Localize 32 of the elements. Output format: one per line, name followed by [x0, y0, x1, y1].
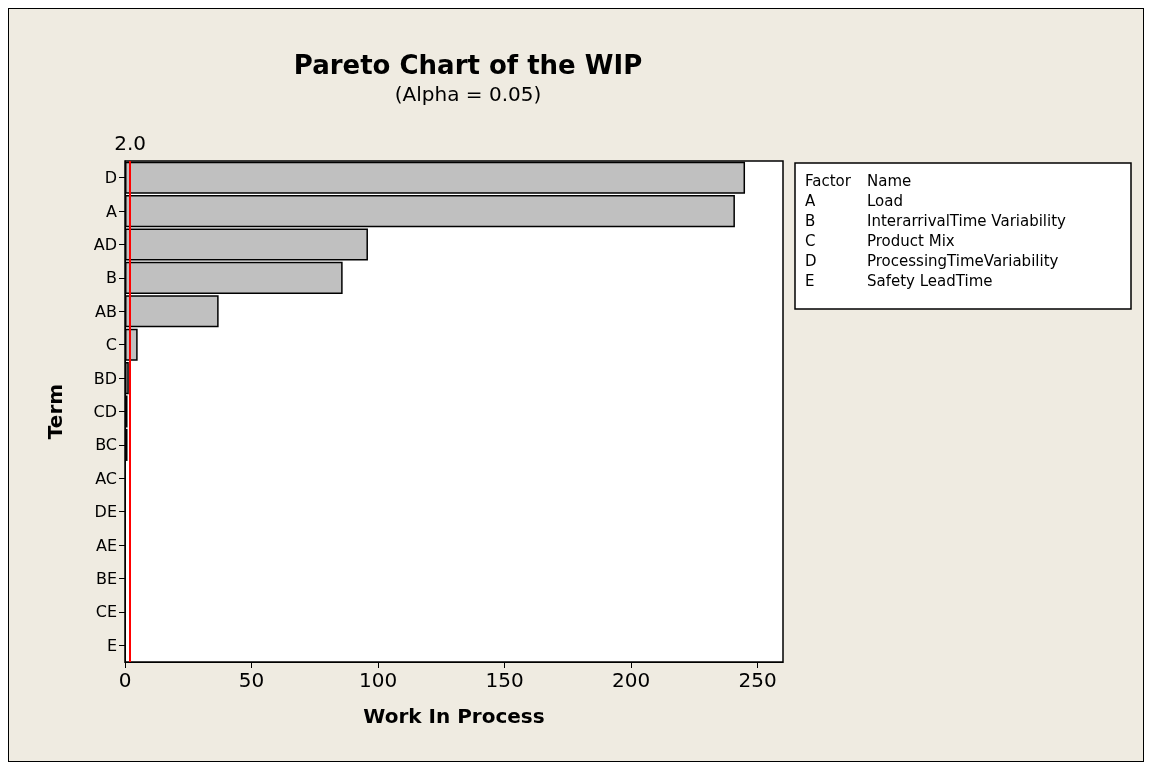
x-tick-label: 50: [238, 668, 265, 692]
y-tick-label: CE: [95, 602, 117, 622]
y-tick-label: BE: [95, 569, 117, 588]
y-tick-label: D: [104, 168, 117, 188]
text: D ProcessingTimeVariability: [805, 251, 1059, 270]
y-tick-label: A: [106, 201, 118, 221]
x-axis-title: Work In Process: [363, 704, 545, 728]
x-tick-label: 0: [118, 668, 132, 692]
text: C Product Mix: [805, 231, 955, 250]
x-tick-label: 100: [358, 668, 398, 692]
ref-line-label: 2.0: [114, 131, 146, 155]
chart-title: Pareto Chart of the WIP: [293, 50, 643, 80]
y-tick-label: BD: [93, 368, 117, 388]
text: E Safety LeadTime: [805, 271, 993, 290]
x-tick-label: 250: [738, 668, 777, 692]
y-tick-label: C: [105, 335, 117, 355]
text: A Load: [805, 191, 903, 210]
y-tick-label: AE: [95, 535, 117, 555]
y-tick-label: E: [106, 635, 117, 655]
y-tick-label: AD: [93, 235, 117, 254]
x-tick-label: 200: [612, 668, 651, 692]
text: B InterarrivalTime Variability: [805, 211, 1066, 230]
y-tick-label: AB: [95, 301, 117, 321]
x-tick-label: 150: [485, 668, 524, 692]
y-tick-label: BC: [95, 435, 117, 455]
y-tick-label: CD: [93, 402, 117, 421]
text: Factor Name: [805, 171, 912, 190]
y-axis-title: Term: [43, 383, 67, 440]
y-tick-label: B: [106, 268, 117, 288]
y-tick-label: AC: [95, 468, 117, 488]
chart-subtitle: (Alpha = 0.05): [394, 82, 542, 106]
y-tick-label: DE: [94, 502, 117, 522]
